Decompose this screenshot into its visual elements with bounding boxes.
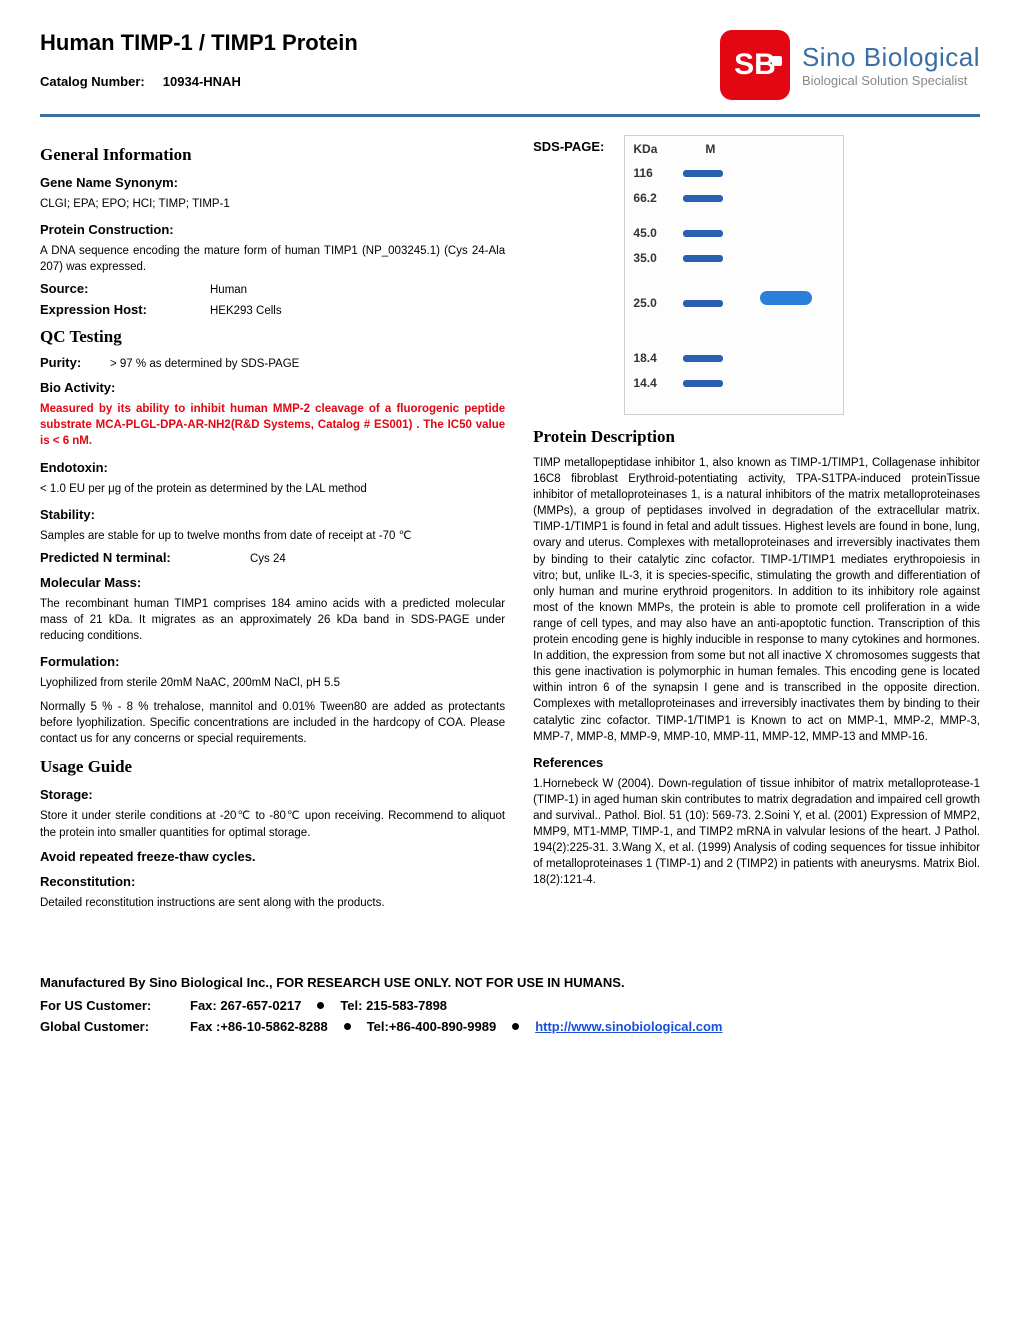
footer-global-tel: Tel:+86-400-890-9989 (367, 1019, 497, 1034)
molecular-mass-text: The recombinant human TIMP1 comprises 18… (40, 596, 505, 644)
gel-marker-row: 66.2 (625, 191, 843, 205)
left-column: General Information Gene Name Synonym: C… (40, 135, 505, 915)
footer-global-label: Global Customer: (40, 1019, 180, 1034)
gel-marker-row: 14.4 (625, 376, 843, 390)
sds-page-block: SDS-PAGE: KDa M 116 66.2 45.0 35.0 25.0 18.4 1… (533, 135, 980, 415)
expression-host-label: Expression Host: (40, 302, 170, 317)
stability-text: Samples are stable for up to twelve mont… (40, 528, 505, 544)
general-information-heading: General Information (40, 145, 505, 165)
gel-marker-row: 116 (625, 166, 843, 180)
footer-global-fax: Fax :+86-10-5862-8288 (190, 1019, 328, 1034)
purity-label: Purity: (40, 355, 90, 370)
purity-value: > 97 % as determined by SDS-PAGE (110, 358, 299, 370)
page-title: Human TIMP-1 / TIMP1 Protein (40, 30, 720, 56)
gel-sample-band (760, 291, 812, 305)
gel-marker-label: 18.4 (625, 351, 675, 365)
formulation-text-2: Normally 5 % - 8 % trehalose, mannitol a… (40, 699, 505, 747)
predicted-n-label: Predicted N terminal: (40, 550, 210, 565)
gene-synonym-text: CLGI; EPA; EPO; HCI; TIMP; TIMP-1 (40, 196, 505, 212)
qc-testing-heading: QC Testing (40, 327, 505, 347)
gel-marker-band (683, 380, 723, 387)
purity-row: Purity: > 97 % as determined by SDS-PAGE (40, 355, 505, 370)
usage-guide-heading: Usage Guide (40, 757, 505, 777)
predicted-n-value: Cys 24 (250, 553, 286, 565)
molecular-mass-heading: Molecular Mass: (40, 575, 505, 590)
catalog-number: 10934-HNAH (163, 74, 241, 89)
logo-sb-text: SB (734, 48, 776, 82)
header-left: Human TIMP-1 / TIMP1 Protein Catalog Num… (40, 30, 720, 89)
logo-block: SB Sino Biological Biological Solution S… (720, 30, 980, 100)
logo-sub: Biological Solution Specialist (802, 73, 980, 88)
gel-kda-label: KDa (625, 142, 675, 156)
reconstitution-text: Detailed reconstitution instructions are… (40, 895, 505, 911)
footer-global-row: Global Customer: Fax :+86-10-5862-8288 T… (40, 1019, 980, 1034)
protein-construction-text: A DNA sequence encoding the mature form … (40, 243, 505, 275)
gel-marker-label: 25.0 (625, 296, 675, 310)
avoid-freeze-thaw-text: Avoid repeated freeze-thaw cycles. (40, 849, 505, 864)
gel-marker-band (683, 255, 723, 262)
predicted-n-row: Predicted N terminal: Cys 24 (40, 550, 505, 565)
endotoxin-heading: Endotoxin: (40, 460, 505, 475)
footer-us-row: For US Customer: Fax: 267-657-0217 Tel: … (40, 998, 980, 1013)
gel-marker-band (683, 170, 723, 177)
protein-description-heading: Protein Description (533, 427, 980, 447)
gel-marker-row: 45.0 (625, 226, 843, 240)
header-divider (40, 114, 980, 117)
endotoxin-text: < 1.0 EU per μg of the protein as determ… (40, 481, 505, 497)
storage-heading: Storage: (40, 787, 505, 802)
logo-badge-icon: SB (720, 30, 790, 100)
bullet-icon (317, 1002, 324, 1009)
gel-image: KDa M 116 66.2 45.0 35.0 25.0 18.4 14.4 (624, 135, 844, 415)
gel-column-labels: KDa M (625, 142, 843, 156)
gel-marker-label: 66.2 (625, 191, 675, 205)
sds-page-label: SDS-PAGE: (533, 135, 604, 154)
source-value: Human (210, 284, 247, 296)
reconstitution-heading: Reconstitution: (40, 874, 505, 889)
storage-text: Store it under sterile conditions at -20… (40, 808, 505, 840)
gel-marker-label: 14.4 (625, 376, 675, 390)
bio-activity-heading: Bio Activity: (40, 380, 505, 395)
formulation-text-1: Lyophilized from sterile 20mM NaAC, 200m… (40, 675, 505, 691)
expression-host-value: HEK293 Cells (210, 305, 282, 317)
footer-manufactured-line: Manufactured By Sino Biological Inc., FO… (40, 975, 980, 990)
gel-marker-band (683, 195, 723, 202)
expression-host-row: Expression Host: HEK293 Cells (40, 302, 505, 317)
right-column: SDS-PAGE: KDa M 116 66.2 45.0 35.0 25.0 18.4 1… (533, 135, 980, 915)
gel-marker-band (683, 300, 723, 307)
catalog-line: Catalog Number: 10934-HNAH (40, 74, 720, 89)
bullet-icon (344, 1023, 351, 1030)
bio-activity-text: Measured by its ability to inhibit human… (40, 401, 505, 449)
stability-heading: Stability: (40, 507, 505, 522)
gel-marker-label: 116 (625, 166, 675, 180)
footer: Manufactured By Sino Biological Inc., FO… (40, 975, 980, 1034)
gel-marker-label: 35.0 (625, 251, 675, 265)
protein-construction-heading: Protein Construction: (40, 222, 505, 237)
protein-description-text: TIMP metallopeptidase inhibitor 1, also … (533, 455, 980, 745)
references-text: 1.Hornebeck W (2004). Down-regulation of… (533, 776, 980, 889)
footer-url-link[interactable]: http://www.sinobiological.com (535, 1019, 722, 1034)
formulation-heading: Formulation: (40, 654, 505, 669)
gel-marker-row: 18.4 (625, 351, 843, 365)
content-columns: General Information Gene Name Synonym: C… (40, 135, 980, 915)
footer-us-label: For US Customer: (40, 998, 180, 1013)
footer-us-fax: Fax: 267-657-0217 (190, 998, 301, 1013)
gene-synonym-heading: Gene Name Synonym: (40, 175, 505, 190)
bullet-icon (512, 1023, 519, 1030)
header: Human TIMP-1 / TIMP1 Protein Catalog Num… (40, 30, 980, 100)
footer-us-tel: Tel: 215-583-7898 (340, 998, 447, 1013)
source-label: Source: (40, 281, 170, 296)
gel-m-label: M (675, 142, 745, 156)
source-row: Source: Human (40, 281, 505, 296)
references-heading: References (533, 755, 980, 770)
gel-marker-label: 45.0 (625, 226, 675, 240)
gel-marker-row: 35.0 (625, 251, 843, 265)
gel-marker-band (683, 230, 723, 237)
logo-text: Sino Biological Biological Solution Spec… (802, 42, 980, 88)
catalog-label: Catalog Number: (40, 74, 145, 89)
gel-marker-band (683, 355, 723, 362)
logo-main: Sino Biological (802, 42, 980, 73)
